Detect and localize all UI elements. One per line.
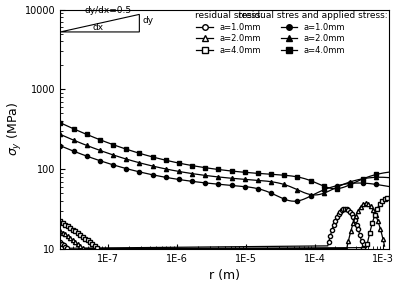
Y-axis label: $\sigma_y$ (MPa): $\sigma_y$ (MPa) — [6, 102, 24, 156]
Text: dy: dy — [143, 16, 154, 25]
Text: dx: dx — [92, 22, 104, 32]
Legend: a=1.0mm, a=2.0mm, a=4.0mm: a=1.0mm, a=2.0mm, a=4.0mm — [238, 11, 388, 55]
Text: dy/dx=0.5: dy/dx=0.5 — [85, 6, 132, 15]
X-axis label: r (m): r (m) — [209, 270, 240, 283]
